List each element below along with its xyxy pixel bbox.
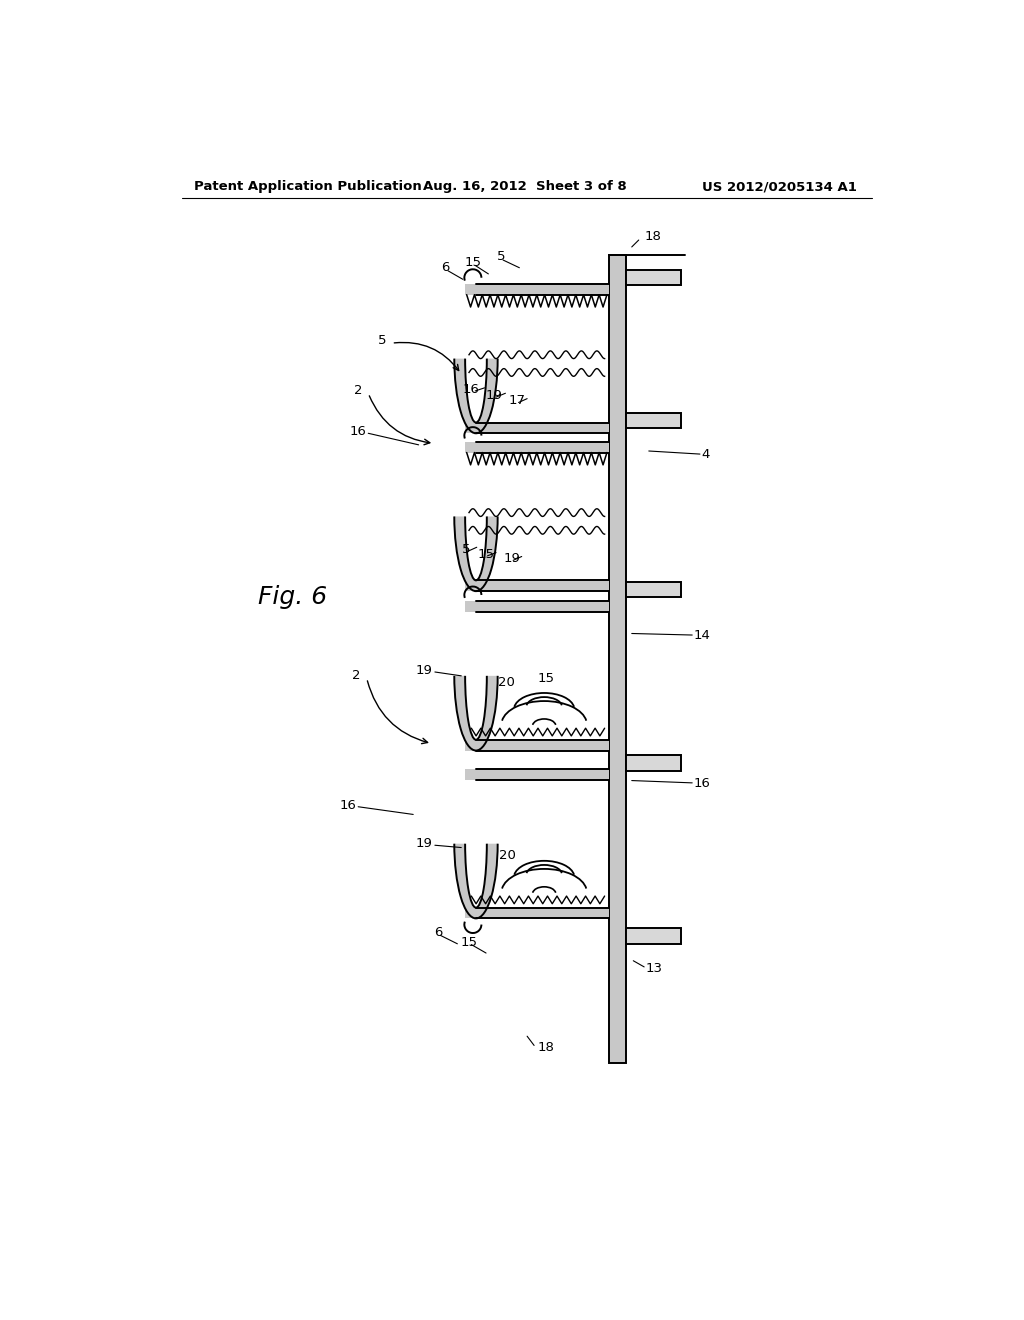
Text: 19: 19 bbox=[416, 664, 432, 677]
Text: 15: 15 bbox=[538, 672, 555, 685]
Polygon shape bbox=[465, 908, 608, 919]
Text: 5: 5 bbox=[463, 543, 471, 556]
Bar bbox=[626, 413, 681, 428]
Text: 20: 20 bbox=[500, 849, 516, 862]
Polygon shape bbox=[455, 359, 498, 433]
Polygon shape bbox=[465, 284, 608, 294]
Text: 15: 15 bbox=[461, 936, 477, 949]
Polygon shape bbox=[465, 739, 608, 751]
Polygon shape bbox=[465, 442, 608, 453]
Text: 6: 6 bbox=[434, 925, 442, 939]
Text: 4: 4 bbox=[701, 449, 710, 462]
Text: Fig. 6: Fig. 6 bbox=[258, 585, 328, 610]
Text: 14: 14 bbox=[693, 630, 711, 643]
Bar bbox=[608, 255, 626, 1063]
Text: Patent Application Publication: Patent Application Publication bbox=[194, 181, 422, 194]
Text: 15: 15 bbox=[464, 256, 481, 269]
Bar bbox=[626, 271, 681, 285]
Text: 17: 17 bbox=[509, 395, 525, 408]
Text: 2: 2 bbox=[352, 669, 360, 682]
Bar bbox=[626, 755, 681, 771]
Polygon shape bbox=[465, 601, 608, 612]
Text: 16: 16 bbox=[462, 383, 479, 396]
Text: US 2012/0205134 A1: US 2012/0205134 A1 bbox=[701, 181, 856, 194]
Text: Aug. 16, 2012  Sheet 3 of 8: Aug. 16, 2012 Sheet 3 of 8 bbox=[423, 181, 627, 194]
Polygon shape bbox=[465, 770, 608, 780]
Text: 18: 18 bbox=[644, 231, 662, 243]
Text: 2: 2 bbox=[353, 384, 362, 397]
Polygon shape bbox=[455, 516, 498, 591]
Bar bbox=[626, 582, 681, 598]
Text: 20: 20 bbox=[498, 676, 515, 689]
Bar bbox=[626, 928, 681, 944]
Text: 16: 16 bbox=[340, 799, 356, 812]
Polygon shape bbox=[455, 676, 498, 751]
Text: 5: 5 bbox=[378, 334, 386, 347]
Text: 16: 16 bbox=[693, 777, 711, 791]
Polygon shape bbox=[465, 422, 608, 433]
Polygon shape bbox=[455, 843, 498, 919]
Text: 15: 15 bbox=[477, 548, 495, 561]
Text: 19: 19 bbox=[416, 837, 432, 850]
Text: 19: 19 bbox=[503, 552, 520, 565]
Text: 5: 5 bbox=[498, 251, 506, 264]
Polygon shape bbox=[465, 581, 608, 591]
Text: 6: 6 bbox=[441, 261, 450, 275]
Text: 19: 19 bbox=[485, 389, 502, 403]
Text: 13: 13 bbox=[646, 962, 663, 975]
Text: 18: 18 bbox=[538, 1041, 554, 1055]
Text: 16: 16 bbox=[350, 425, 367, 438]
